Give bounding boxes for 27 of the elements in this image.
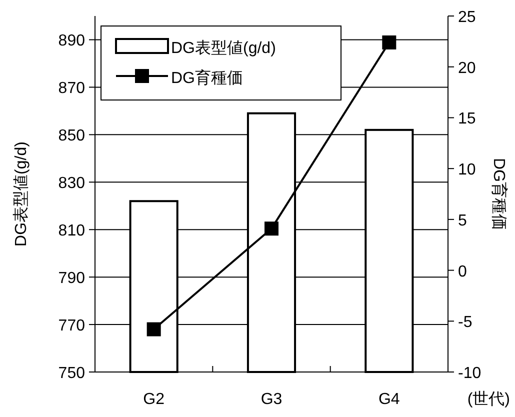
legend-label: DG育種価: [171, 69, 243, 87]
y2-tick-label: -10: [458, 365, 482, 382]
y2-tick-label: -5: [458, 314, 472, 332]
y-tick-label: 750: [58, 365, 86, 382]
y-tick-label: 790: [58, 270, 86, 288]
x-tick-label: G2: [143, 391, 165, 408]
x-axis-title: (世代): [467, 390, 510, 408]
y2-tick-label: 25: [458, 9, 476, 26]
y2-axis-title: DG育種価: [490, 158, 508, 230]
y-axis-title: DG表型値(g/d): [12, 142, 30, 246]
y2-tick-label: 10: [458, 162, 476, 179]
point: [264, 222, 278, 236]
x-tick-label: G4: [378, 391, 400, 408]
y-tick-label: 830: [58, 175, 86, 192]
legend-label: DG表型値(g/d): [171, 39, 276, 57]
y-tick-label: 870: [58, 80, 86, 98]
y2-tick-label: 5: [458, 212, 467, 230]
point: [382, 35, 396, 50]
y2-tick-label: 15: [458, 110, 476, 128]
y2-tick-label: 20: [458, 60, 476, 77]
point: [146, 322, 161, 336]
y-tick-label: 890: [58, 32, 86, 50]
y2-tick-label: 0: [458, 263, 467, 280]
y-tick-label: 770: [58, 318, 86, 335]
y-tick-label: 810: [58, 222, 86, 240]
y-tick-label: 850: [58, 128, 86, 145]
x-tick-label: G3: [260, 391, 282, 408]
